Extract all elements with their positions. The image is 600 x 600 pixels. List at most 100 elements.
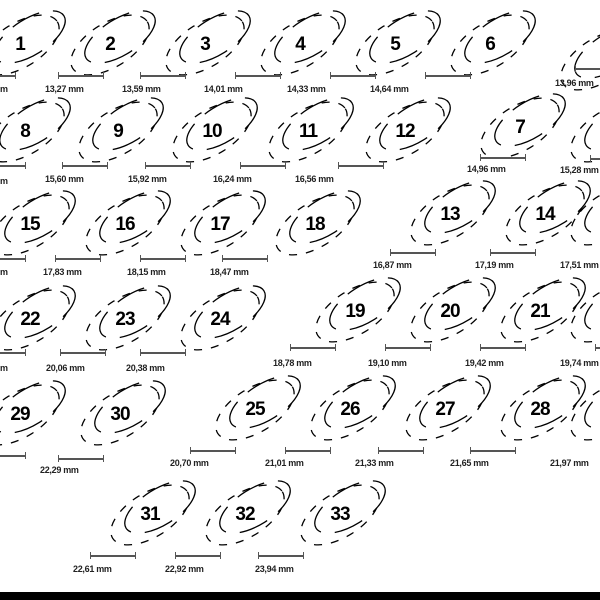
ring-size-item: 27 bbox=[385, 365, 505, 455]
diameter-label: 15,28 mm bbox=[560, 165, 599, 175]
ring-size-item: 14 bbox=[485, 170, 600, 260]
ring-outline-icon bbox=[275, 190, 361, 256]
diameter-label: 16,56 mm bbox=[295, 174, 334, 184]
scale-bar bbox=[222, 255, 268, 262]
ring-size-item: 7 bbox=[460, 83, 580, 173]
ring-outline-icon bbox=[180, 190, 266, 256]
ring-outline-icon bbox=[85, 285, 171, 351]
ring-outline-icon bbox=[70, 10, 156, 76]
ring-ellipse bbox=[165, 14, 245, 76]
size-number: 18 bbox=[305, 214, 325, 235]
ring-ellipse bbox=[78, 101, 158, 163]
ring-outline-icon bbox=[310, 375, 396, 441]
ring-size-item: 28 bbox=[480, 365, 600, 455]
scale-bar bbox=[140, 255, 186, 262]
ring-ellipse bbox=[186, 97, 258, 151]
ring-ellipse bbox=[0, 384, 60, 446]
size-number: 10 bbox=[202, 121, 222, 142]
size-number: 11 bbox=[298, 121, 318, 142]
ring-ellipse bbox=[194, 190, 266, 244]
ring-ellipse bbox=[570, 281, 600, 343]
size-number: 33 bbox=[330, 504, 350, 525]
ring-outline-icon bbox=[165, 10, 251, 76]
ring-outline-icon bbox=[410, 277, 496, 343]
diameter-label: 21,65 mm bbox=[450, 458, 489, 468]
size-number: 9 bbox=[113, 121, 124, 142]
diameter-label: 22,92 mm bbox=[165, 564, 204, 574]
size-number: 7 bbox=[515, 117, 526, 138]
diameter-label: 20,06 mm bbox=[46, 363, 85, 373]
ring-ellipse bbox=[570, 101, 600, 163]
ring-ellipse bbox=[94, 380, 166, 434]
ring-ellipse bbox=[570, 379, 600, 441]
ring-outline-icon bbox=[300, 480, 386, 546]
ring-ellipse bbox=[0, 10, 66, 64]
ring-ellipse bbox=[205, 484, 285, 546]
scale-bar bbox=[190, 447, 236, 454]
size-number: 23 bbox=[115, 309, 135, 330]
scale-bar bbox=[145, 162, 191, 169]
scale-bar bbox=[0, 349, 26, 356]
ring-outline-icon bbox=[410, 180, 496, 246]
scale-bar bbox=[330, 72, 376, 79]
diameter-label: m bbox=[0, 363, 8, 373]
ring-ellipse bbox=[110, 484, 190, 546]
size-number: 25 bbox=[245, 399, 265, 420]
ring-size-item: 10 bbox=[152, 87, 272, 177]
diameter-label: 16,24 mm bbox=[213, 174, 252, 184]
diameter-label: 21,01 mm bbox=[265, 458, 304, 468]
ring-ellipse bbox=[369, 10, 441, 64]
ring-ellipse bbox=[179, 10, 251, 64]
ring-size-item: 32 bbox=[185, 470, 305, 560]
ring-size-item bbox=[550, 170, 600, 260]
ring-size-item bbox=[540, 15, 600, 105]
size-number: 32 bbox=[235, 504, 255, 525]
ring-size-item bbox=[550, 365, 600, 455]
diameter-label: 15,92 mm bbox=[128, 174, 167, 184]
diameter-label: 17,83 mm bbox=[43, 267, 82, 277]
ring-ellipse bbox=[172, 101, 252, 163]
ring-outline-icon bbox=[0, 380, 66, 446]
ring-outline-icon bbox=[560, 25, 600, 91]
diameter-label: 20,70 mm bbox=[170, 458, 209, 468]
diameter-label: 18,47 mm bbox=[210, 267, 249, 277]
ring-size-item: 25 bbox=[195, 365, 315, 455]
ring-size-item: 33 bbox=[280, 470, 400, 560]
ring-ellipse bbox=[574, 25, 600, 79]
ring-ellipse bbox=[405, 379, 485, 441]
bottom-bar bbox=[0, 592, 600, 600]
diameter-label: 13,27 mm bbox=[45, 84, 84, 94]
ring-size-item: 2 bbox=[50, 0, 170, 90]
ring-size-item: 20 bbox=[390, 267, 510, 357]
ring-outline-icon bbox=[110, 480, 196, 546]
diameter-label: 15,60 mm bbox=[45, 174, 84, 184]
ring-outline-icon bbox=[570, 180, 600, 246]
size-number: 19 bbox=[345, 301, 365, 322]
scale-bar bbox=[385, 344, 431, 351]
diameter-label: m bbox=[0, 267, 8, 277]
ring-outline-icon bbox=[0, 190, 76, 256]
ring-ellipse bbox=[0, 97, 71, 151]
ring-ellipse bbox=[282, 97, 354, 151]
ring-outline-icon bbox=[505, 180, 591, 246]
ring-ellipse bbox=[355, 14, 435, 76]
scale-bar bbox=[425, 72, 471, 79]
ring-size-item: 9 bbox=[58, 87, 178, 177]
diameter-label: 14,33 mm bbox=[287, 84, 326, 94]
ring-ellipse bbox=[584, 375, 600, 429]
scale-bar bbox=[175, 552, 221, 559]
ring-outline-icon bbox=[570, 375, 600, 441]
ring-size-item bbox=[550, 267, 600, 357]
scale-bar bbox=[0, 255, 26, 262]
ring-ellipse bbox=[0, 101, 65, 163]
diameter-label: 20,38 mm bbox=[126, 363, 165, 373]
ring-size-item: 31 bbox=[90, 470, 210, 560]
ring-ellipse bbox=[0, 14, 60, 76]
scale-bar bbox=[58, 455, 104, 462]
scale-bar bbox=[58, 72, 104, 79]
size-number: 30 bbox=[110, 404, 130, 425]
ring-ellipse bbox=[424, 277, 496, 331]
scale-bar bbox=[390, 249, 436, 256]
scale-bar bbox=[235, 72, 281, 79]
